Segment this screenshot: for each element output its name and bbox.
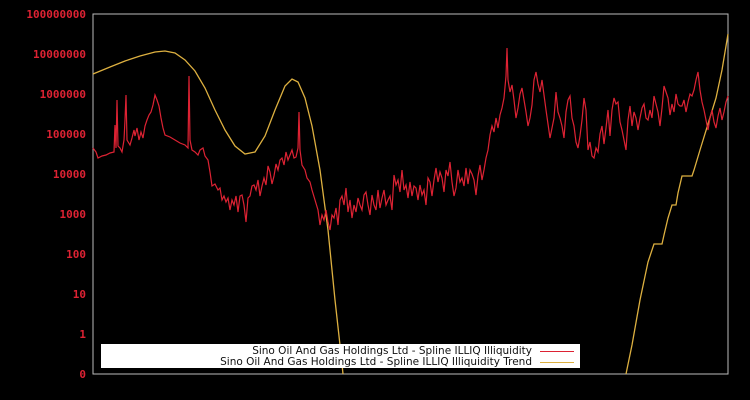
y-tick-label: 1000000: [40, 88, 86, 101]
trend-series-line-rise: [625, 33, 729, 375]
y-tick-label: 1: [79, 328, 86, 341]
trend-series-line: [92, 50, 344, 375]
legend-label: Sino Oil And Gas Holdings Ltd - Spline I…: [252, 345, 532, 357]
y-tick-label: 0: [79, 368, 86, 381]
y-tick-label: 1000: [60, 208, 87, 221]
y-tick-label: 10: [73, 288, 86, 301]
y-tick-label: 10000000: [33, 48, 86, 61]
legend-item-illiquidity: Sino Oil And Gas Holdings Ltd - Spline I…: [252, 345, 580, 357]
legend-label: Sino Oil And Gas Holdings Ltd - Spline I…: [220, 356, 532, 368]
illiquidity-series-line: [92, 47, 729, 231]
legend-item-trend: Sino Oil And Gas Holdings Ltd - Spline I…: [220, 356, 580, 368]
plot-area: [92, 13, 729, 375]
y-tick-label: 100: [66, 248, 86, 261]
y-tick-label: 10000: [53, 168, 86, 181]
legend-swatch-red: [540, 350, 574, 352]
chart-legend: Sino Oil And Gas Holdings Ltd - Spline I…: [101, 344, 580, 368]
y-tick-label: 100000000: [26, 8, 86, 21]
y-axis-labels: 100000000 10000000 1000000 100000 10000 …: [26, 8, 86, 381]
y-tick-label: 100000: [46, 128, 86, 141]
legend-swatch-gold: [540, 361, 574, 363]
